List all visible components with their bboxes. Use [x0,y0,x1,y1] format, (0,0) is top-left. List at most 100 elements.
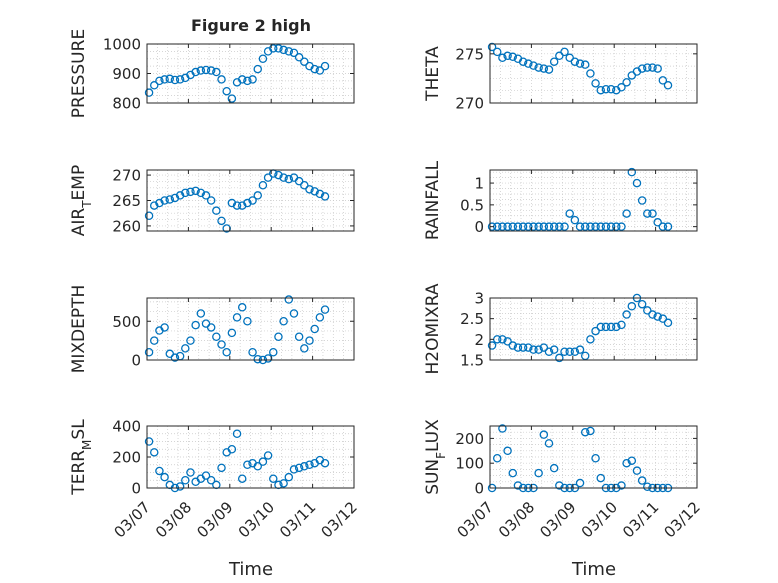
data-point [617,222,626,231]
data-point [653,218,662,227]
data-point [155,198,164,208]
subplot-theta: 270 275 THETA [423,42,698,113]
data-point [648,63,657,72]
data-point [258,457,268,466]
data-point [606,222,616,231]
data-point [263,173,273,182]
data-point [606,322,616,332]
y-tick-label: 275 [455,45,484,63]
data-point [627,167,637,177]
data-point [206,66,216,75]
data-point [222,86,231,96]
data-point [503,446,512,456]
data-point [284,47,294,56]
data-point [612,222,621,231]
data-point [529,222,538,231]
data-point [549,222,559,231]
data-point [637,299,647,309]
data-point [175,482,185,491]
data-point [555,353,564,363]
data-point [196,66,206,75]
data-point [243,316,252,326]
data-point [248,75,257,84]
data-point [269,347,278,357]
data-point [274,332,283,341]
y-tick-label: 800 [112,95,141,113]
data-point [248,196,257,205]
data-point [492,453,502,463]
data-point [289,48,299,58]
data-point [565,347,574,356]
data-point [555,481,564,490]
data-point [248,347,257,357]
y-tick-label: 100 [455,455,484,473]
data-point [170,353,180,362]
data-point [237,303,247,312]
data-point [565,209,574,218]
data-point [274,44,283,53]
data-point [508,52,518,62]
data-point [217,340,226,349]
data-point [253,64,262,74]
y-axis-label-3: RAINFALL [423,160,443,240]
data-point [227,444,237,454]
data-point [191,186,200,196]
data-point [622,458,631,468]
data-point [658,314,668,323]
data-point [653,64,662,73]
data-point [305,336,314,345]
data-point [315,66,325,75]
data-point [544,347,554,356]
data-point [601,322,611,332]
data-point [232,313,242,322]
data-point [201,191,211,200]
data-point [643,306,652,315]
data-point [237,75,247,84]
data-point [243,198,252,208]
data-point [498,53,507,63]
y-tick-label: 1000 [103,36,141,54]
data-point [237,474,247,483]
data-point [232,429,242,438]
data-point [243,76,252,86]
data-point [622,78,631,87]
data-point [269,44,278,53]
data-point [217,463,226,473]
data-point [206,196,216,205]
data-point [191,320,200,330]
data-point [560,47,569,57]
data-point [487,42,497,52]
y-tick-label: 2 [474,331,484,349]
data-point [498,222,507,231]
data-point [294,332,304,341]
data-point [155,76,164,86]
axes-box [146,297,355,361]
data-point [487,222,497,231]
data-point [627,456,637,465]
y-tick-label: 900 [112,65,141,83]
data-point [575,478,585,488]
data-point [217,75,226,84]
data-point [212,332,221,341]
data-point [658,222,668,231]
data-point [492,47,502,57]
data-point [284,295,294,304]
data-point [243,460,252,469]
y-axis-label-0: PRESSURE [69,29,89,118]
data-point [181,475,190,485]
data-point [300,462,309,471]
data-point [144,347,154,357]
x-axis-label-right: Time [571,559,616,580]
data-point [279,173,288,182]
y-tick-label: 500 [112,313,141,331]
data-point [320,305,330,314]
data-point [580,222,590,231]
data-point [294,176,304,186]
data-point [544,222,554,231]
data-point [175,191,185,200]
data-point [196,188,206,198]
data-point [170,75,180,85]
data-point [258,54,268,64]
y-tick-label: 200 [112,449,141,467]
x-axis-label-left: Time [228,559,273,580]
